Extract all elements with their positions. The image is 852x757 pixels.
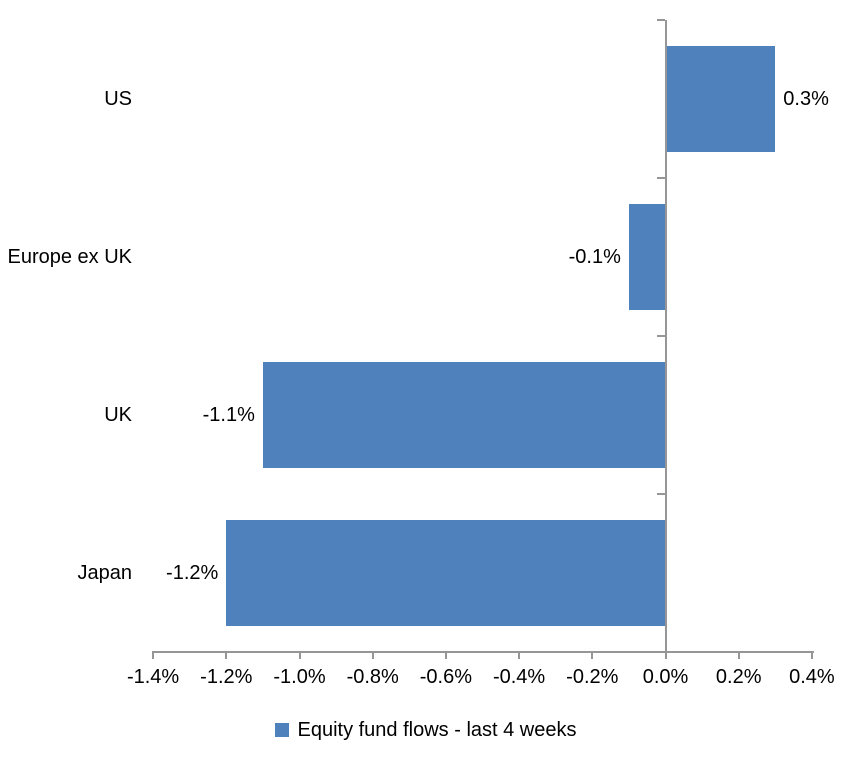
value-label-uk: -1.1% xyxy=(202,403,255,426)
value-label-europe-ex-uk: -0.1% xyxy=(568,245,621,268)
x-axis-tick xyxy=(591,651,594,659)
chart-legend: Equity fund flows - last 4 weeks xyxy=(0,716,852,744)
legend-label: Equity fund flows - last 4 weeks xyxy=(297,718,577,741)
bar-japan xyxy=(226,520,666,626)
x-axis-tick xyxy=(298,651,301,659)
value-label-us: 0.3% xyxy=(783,87,829,110)
x-axis-tick xyxy=(225,651,228,659)
chart-plot-area: -1.4% -1.2% -1.0% -0.8% -0.6% -0.4% -0.2% 0.0% 0… xyxy=(7,19,835,688)
x-tick-label-0-2: -0.2% xyxy=(566,666,619,688)
category-label-us: US xyxy=(104,87,132,110)
legend-swatch xyxy=(275,723,290,737)
x-tick-label-0-6: -0.6% xyxy=(419,666,473,688)
x-tick-label-0-2: 0.2% xyxy=(715,666,762,688)
x-tick-label-1-4: -1.4% xyxy=(126,666,180,688)
value-label-japan: -1.2% xyxy=(166,561,219,584)
y-axis-line xyxy=(664,20,667,659)
x-axis-tick xyxy=(371,651,374,659)
category-label-uk: UK xyxy=(104,403,132,426)
bar-uk xyxy=(262,362,666,468)
category-label-japan: Japan xyxy=(77,561,133,584)
x-tick-label-0-0: 0.0% xyxy=(642,666,689,688)
x-tick-label-1-2: -1.2% xyxy=(200,666,253,688)
y-axis-tick xyxy=(656,335,665,337)
x-tick-label-0-8: -0.8% xyxy=(346,666,399,688)
x-axis-tick xyxy=(444,651,447,659)
bar-us xyxy=(666,46,776,152)
x-axis-line xyxy=(153,651,814,653)
x-tick-label-0-4: -0.4% xyxy=(492,666,546,688)
category-label-europe-ex-uk: Europe ex UK xyxy=(7,245,132,268)
x-axis-tick xyxy=(664,651,667,659)
x-axis-tick xyxy=(810,651,813,659)
x-axis-tick xyxy=(152,651,155,659)
x-tick-label-0-4: 0.4% xyxy=(789,666,835,688)
x-tick-label-1-0: -1.0% xyxy=(273,666,326,688)
x-axis-tick xyxy=(737,651,740,659)
y-axis-tick xyxy=(656,493,665,495)
x-axis-tick xyxy=(518,651,521,659)
y-axis-tick xyxy=(656,177,665,179)
y-axis-tick xyxy=(656,19,665,21)
bar-europe-ex-uk xyxy=(628,204,666,310)
